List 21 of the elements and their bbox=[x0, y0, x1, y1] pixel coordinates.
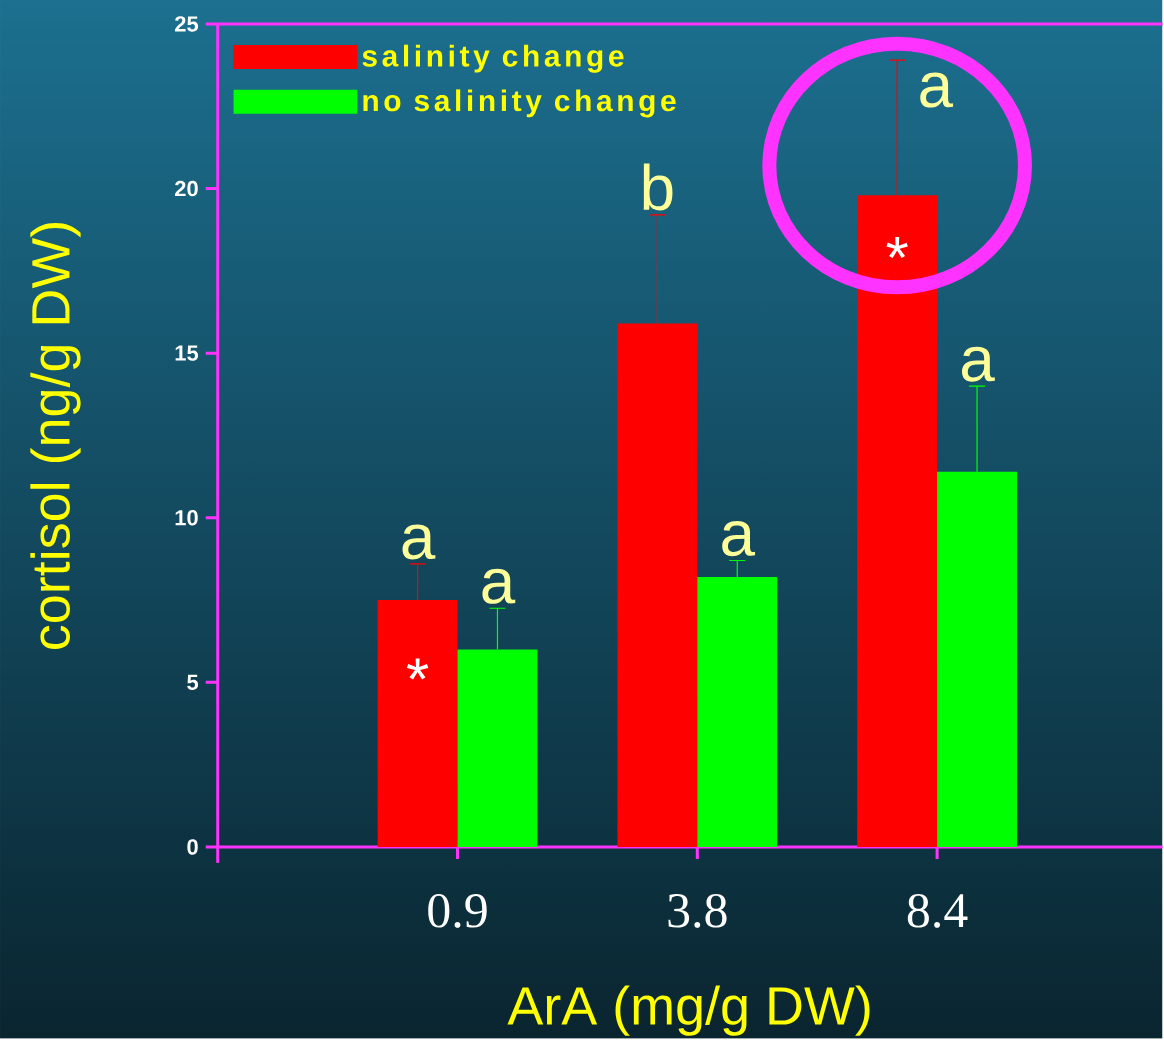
data-label: b bbox=[643, 163, 673, 211]
legend-label: no salinity change bbox=[363, 89, 676, 118]
y-tick-label: 20 bbox=[175, 180, 198, 197]
y-axis-title: cortisol (ng/g DW) bbox=[30, 222, 81, 649]
y-tick-label: 15 bbox=[175, 345, 199, 361]
x-tick-label: 0.9 bbox=[428, 893, 487, 928]
data-label: a bbox=[962, 346, 995, 382]
data-label: a bbox=[482, 568, 516, 604]
legend-label: salinity change bbox=[362, 44, 624, 73]
y-tick-label: 10 bbox=[175, 509, 198, 526]
data-label: a bbox=[402, 524, 436, 560]
y-tick-label: 25 bbox=[175, 16, 199, 32]
x-axis-title: ArA (mg/g DW) bbox=[507, 985, 870, 1036]
x-tick-label: 3.8 bbox=[668, 893, 727, 928]
data-label: a bbox=[722, 520, 756, 556]
data-label: a bbox=[920, 72, 954, 108]
y-tick-label: 5 bbox=[187, 674, 199, 690]
x-tick-label: 8.4 bbox=[907, 893, 968, 928]
y-tick-label: 0 bbox=[187, 838, 198, 855]
annotation: * bbox=[406, 658, 429, 680]
annotation: * bbox=[886, 236, 908, 258]
